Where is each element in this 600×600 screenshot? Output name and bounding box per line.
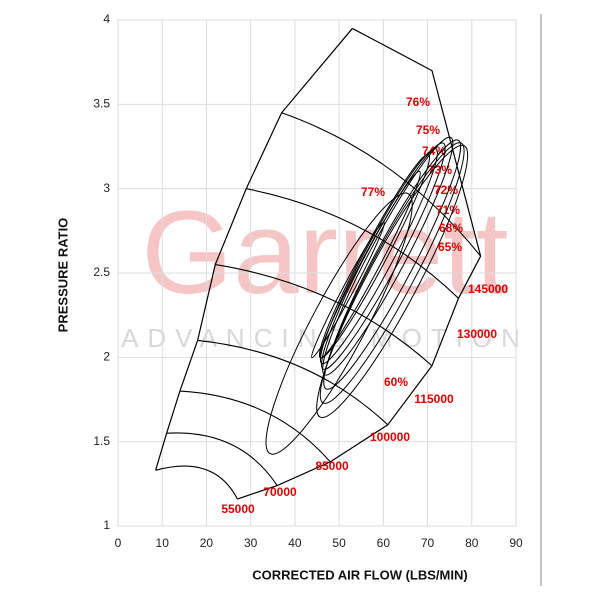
x-tick-label: 70 bbox=[421, 536, 435, 550]
speed-label: 130000 bbox=[457, 327, 497, 341]
speed-label: 115000 bbox=[414, 392, 454, 406]
efficiency-label: 68% bbox=[439, 221, 463, 235]
efficiency-label: 71% bbox=[436, 203, 460, 217]
speed-label: 145000 bbox=[468, 282, 508, 296]
efficiency-label: 65% bbox=[438, 240, 462, 254]
speed-label: 70000 bbox=[263, 485, 297, 499]
x-tick-label: 60 bbox=[377, 536, 391, 550]
efficiency-label: 73% bbox=[428, 163, 452, 177]
efficiency-label: 72% bbox=[434, 183, 458, 197]
y-tick-label: 4 bbox=[103, 12, 110, 26]
speed-line bbox=[246, 188, 459, 299]
speed-label: 100000 bbox=[370, 430, 410, 444]
speed-line bbox=[281, 112, 482, 257]
efficiency-island bbox=[321, 142, 446, 370]
speed-line bbox=[155, 465, 238, 500]
y-tick-label: 1.5 bbox=[93, 434, 110, 448]
efficiency-label: 75% bbox=[416, 123, 440, 137]
x-tick-label: 20 bbox=[200, 536, 214, 550]
efficiency-island bbox=[265, 192, 413, 455]
x-tick-label: 0 bbox=[115, 536, 122, 550]
speed-line bbox=[166, 432, 278, 486]
speed-label: 85000 bbox=[315, 459, 349, 473]
y-tick-label: 2.5 bbox=[93, 265, 110, 279]
efficiency-island bbox=[316, 144, 469, 419]
x-tick-label: 40 bbox=[288, 536, 302, 550]
speed-line bbox=[215, 264, 433, 367]
efficiency-label: 77% bbox=[361, 185, 385, 199]
y-tick-label: 3.5 bbox=[93, 97, 110, 111]
x-tick-label: 80 bbox=[465, 536, 479, 550]
efficiency-island bbox=[311, 221, 385, 359]
efficiency-label: 60% bbox=[384, 375, 408, 389]
x-tick-label: 50 bbox=[332, 536, 346, 550]
map-outline bbox=[155, 27, 482, 500]
x-tick-label: 90 bbox=[509, 536, 523, 550]
y-tick-label: 2 bbox=[103, 350, 110, 364]
y-axis-label: PRESSURE RATIO bbox=[55, 218, 70, 333]
y-tick-label: 1 bbox=[103, 518, 110, 532]
x-axis-label: CORRECTED AIR FLOW (LBS/MIN) bbox=[252, 567, 467, 582]
speed-line bbox=[197, 339, 389, 426]
x-tick-label: 10 bbox=[156, 536, 170, 550]
efficiency-label: 76% bbox=[406, 95, 430, 109]
speed-line bbox=[179, 390, 331, 463]
x-tick-label: 30 bbox=[244, 536, 258, 550]
efficiency-island bbox=[323, 139, 462, 390]
y-tick-label: 3 bbox=[103, 181, 110, 195]
efficiency-label: 74% bbox=[422, 144, 446, 158]
speed-label: 55000 bbox=[221, 502, 255, 516]
